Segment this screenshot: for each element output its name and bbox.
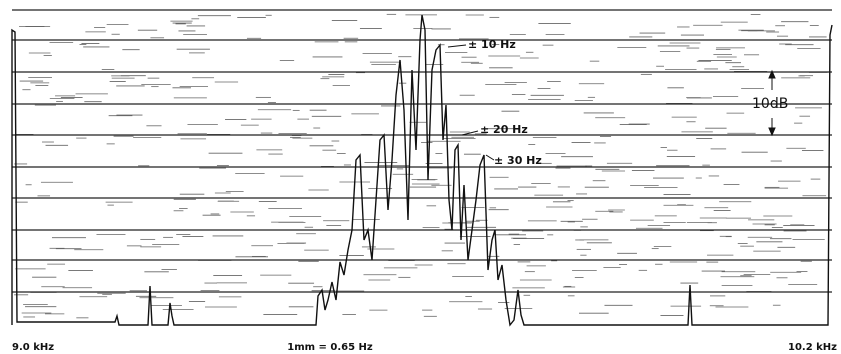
axis-label: 9.0 kHz — [12, 342, 54, 353]
arrow-head — [768, 127, 776, 137]
arrow — [447, 44, 467, 48]
arrows — [447, 44, 776, 161]
spectrum-trace — [11, 14, 833, 327]
axis-label: 10.2 kHz — [788, 342, 837, 353]
annotation: ± 20 Hz — [480, 123, 528, 136]
grid — [12, 9, 832, 293]
annotation: ± 30 Hz — [494, 154, 542, 167]
annotation: 10dB — [752, 96, 788, 112]
arrow — [485, 154, 495, 161]
axis-label: 1mm = 0.65 Hz — [287, 342, 373, 353]
annotation: ± 10 Hz — [468, 38, 516, 51]
arrow — [461, 130, 479, 136]
arrow-head — [768, 69, 776, 79]
paper-texture — [14, 13, 828, 319]
